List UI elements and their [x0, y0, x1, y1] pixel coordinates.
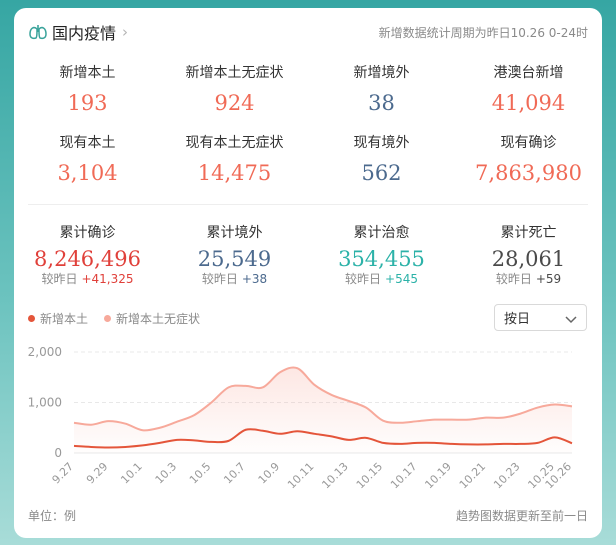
update-note: 趋势图数据更新至前一日	[455, 509, 588, 523]
y-tick-label: 1,000	[28, 396, 62, 410]
stat-current-1: 现有本土无症状 14,475	[161, 134, 308, 186]
stat-new-1: 新增本土无症状 924	[161, 64, 308, 116]
stat-change: 较昨日 +545	[308, 272, 455, 287]
stat-label: 累计境外	[206, 225, 263, 241]
x-tick-label: 10.1	[118, 460, 145, 487]
stat-value: 924	[214, 91, 255, 115]
chart-legend: 新增本土 新增本土无症状	[28, 310, 216, 327]
x-tick-label: 10.21	[457, 460, 488, 491]
x-tick-label: 10.15	[354, 460, 385, 491]
x-tick-label: 10.23	[491, 460, 522, 491]
stat-label: 现有本土	[59, 135, 116, 151]
y-tick-label: 0	[54, 446, 62, 460]
stat-cumulative-2: 累计治愈 354,455 较昨日 +545	[308, 224, 455, 287]
stat-change: 较昨日 +41,325	[14, 272, 161, 287]
stat-label: 港澳台新增	[493, 65, 564, 81]
stat-change: 较昨日 +38	[161, 272, 308, 287]
stat-change-label: 较昨日	[495, 272, 532, 286]
stat-change-value: +41,325	[81, 272, 134, 286]
legend-item-asymptomatic[interactable]: 新增本土无症状	[104, 310, 200, 327]
series-line-local	[73, 428, 573, 449]
stat-current-3: 现有确诊 7,863,980	[455, 134, 602, 186]
stat-cumulative-0: 累计确诊 8,246,496 较昨日 +41,325	[14, 224, 161, 287]
period-select-value: 按日	[504, 312, 531, 327]
stat-label: 累计治愈	[353, 225, 410, 241]
series-area-asymptomatic	[74, 367, 572, 453]
stat-value: 193	[67, 91, 108, 115]
stat-change-value: +545	[385, 272, 418, 286]
stat-label: 新增境外	[353, 65, 410, 81]
stat-new-0: 新增本土 193	[14, 64, 161, 116]
unit-label: 单位：例	[28, 509, 77, 523]
legend-dot-asymptomatic	[104, 315, 112, 322]
stat-value: 28,061	[491, 247, 566, 271]
x-tick-label: 10.17	[388, 460, 419, 491]
stat-value: 25,549	[197, 247, 272, 271]
stat-current-2: 现有境外 562	[308, 134, 455, 186]
stat-change-label: 较昨日	[41, 272, 78, 286]
stat-change-label: 较昨日	[345, 272, 382, 286]
x-tick-label: 9.27	[50, 460, 77, 487]
epidemic-card: 国内疫情 › 新增数据统计周期为昨日10.26 0-24时 新增本土 193 新增本…	[14, 8, 602, 538]
stat-label: 现有本土无症状	[185, 135, 284, 151]
stat-new-2: 新增境外 38	[308, 64, 455, 116]
stat-label: 累计死亡	[500, 225, 557, 241]
stat-label: 新增本土	[59, 65, 116, 81]
stat-label: 现有境外	[353, 135, 410, 151]
x-tick-label: 9.29	[84, 460, 111, 487]
stat-cumulative-3: 累计死亡 28,061 较昨日 +59	[455, 224, 602, 287]
stat-current-0: 现有本土 3,104	[14, 134, 161, 186]
stat-value: 41,094	[491, 91, 566, 115]
stat-value: 8,246,496	[34, 247, 141, 271]
chevron-right-icon: ›	[122, 23, 129, 41]
lungs-icon	[28, 23, 48, 41]
stat-value: 38	[368, 91, 395, 115]
x-tick-label: 10.7	[221, 460, 248, 487]
stat-value: 354,455	[338, 247, 425, 271]
x-tick-label: 10.3	[153, 460, 180, 487]
stat-change: 较昨日 +59	[455, 272, 602, 287]
series-line-asymptomatic	[73, 366, 573, 432]
stat-value: 562	[361, 161, 402, 185]
page-title: 国内疫情	[52, 24, 117, 43]
stat-value: 7,863,980	[475, 161, 582, 185]
header[interactable]: 国内疫情 ›	[28, 22, 129, 43]
stat-change-value: +38	[241, 272, 268, 286]
stat-change-label: 较昨日	[201, 272, 238, 286]
x-tick-label: 10.9	[256, 460, 283, 487]
y-tick-label: 2,000	[28, 345, 62, 359]
legend-label-asymptomatic: 新增本土无症状	[116, 312, 201, 326]
stat-label: 现有确诊	[500, 135, 557, 151]
stat-label: 新增本土无症状	[185, 65, 284, 81]
stat-new-3: 港澳台新增 41,094	[455, 64, 602, 116]
stat-change-value: +59	[535, 272, 562, 286]
stat-value: 3,104	[57, 161, 118, 185]
x-tick-label: 10.19	[422, 460, 453, 491]
x-tick-label: 10.5	[187, 460, 214, 487]
divider	[28, 204, 588, 205]
stat-label: 累计确诊	[59, 225, 116, 241]
stats-period-note: 新增数据统计周期为昨日10.26 0-24时	[378, 26, 588, 40]
chevron-down-icon	[565, 313, 577, 328]
period-select[interactable]: 按日	[494, 304, 587, 331]
legend-item-local[interactable]: 新增本土	[28, 310, 88, 327]
stat-cumulative-1: 累计境外 25,549 较昨日 +38	[161, 224, 308, 287]
x-tick-label: 10.13	[319, 460, 350, 491]
legend-dot-local	[28, 315, 35, 322]
legend-label-local: 新增本土	[40, 312, 89, 326]
x-tick-label: 10.11	[285, 460, 316, 491]
stat-value: 14,475	[197, 161, 272, 185]
